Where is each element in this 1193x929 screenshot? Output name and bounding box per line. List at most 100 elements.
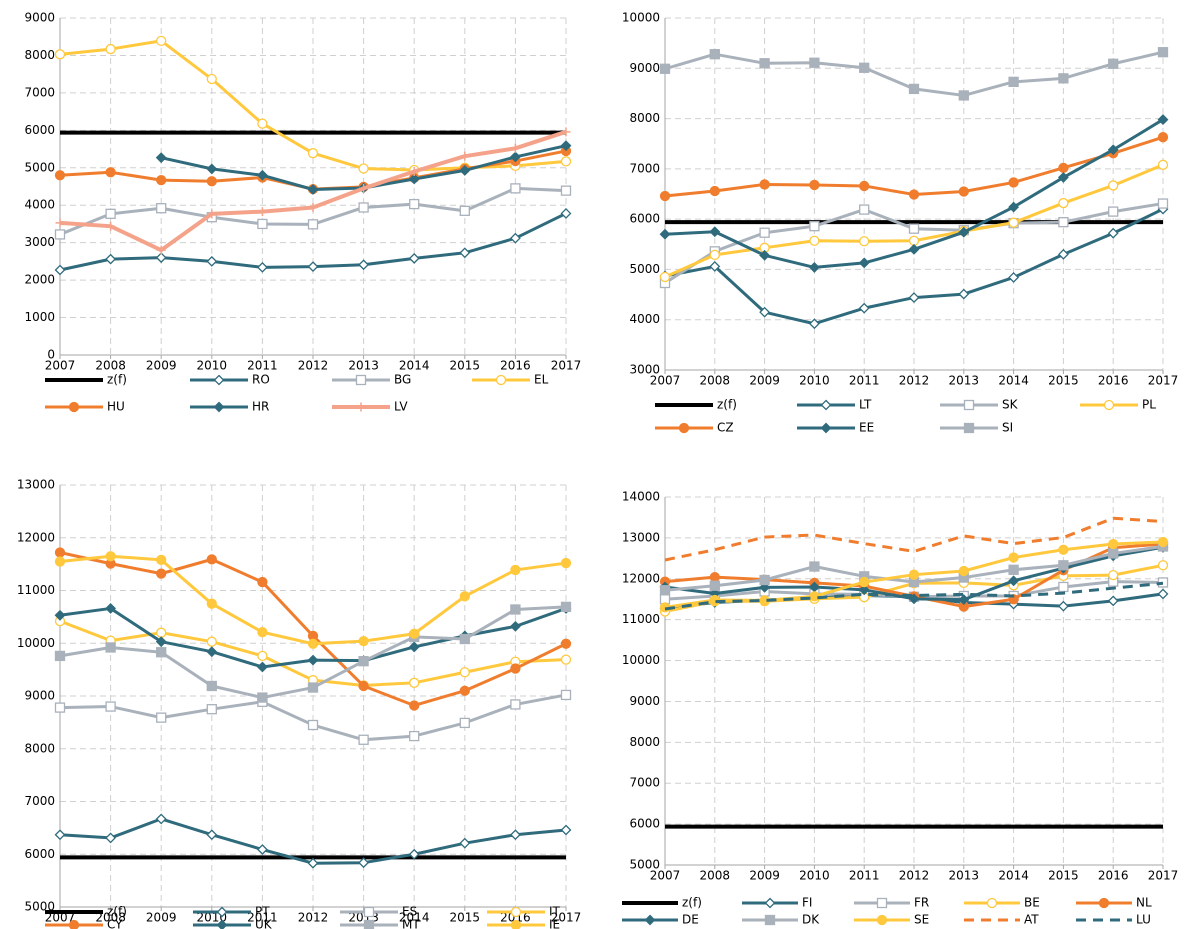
marker [206, 680, 217, 692]
marker [1008, 552, 1019, 563]
marker [958, 288, 970, 300]
legend-label: HR [252, 400, 269, 414]
marker [105, 603, 117, 614]
legend-label: DE [682, 913, 699, 927]
legend-label: z(f) [107, 905, 127, 919]
marker [155, 636, 167, 648]
y-tick-label: 12000 [622, 571, 660, 585]
marker [307, 682, 319, 693]
marker [1058, 197, 1069, 209]
marker [859, 62, 870, 73]
marker [809, 179, 820, 191]
y-tick-label: 11000 [622, 612, 660, 626]
marker [858, 257, 870, 269]
marker [510, 143, 520, 153]
y-tick-label: 8000 [629, 735, 660, 749]
marker [1008, 76, 1019, 88]
y-tick-label: 9000 [24, 689, 55, 703]
legend-label: LT [859, 398, 872, 412]
marker [764, 914, 776, 926]
marker [1008, 177, 1019, 188]
marker [1107, 144, 1119, 156]
marker [560, 689, 572, 701]
marker [105, 208, 116, 219]
legend-label: EE [859, 421, 874, 435]
x-tick-label: 2009 [146, 359, 177, 373]
y-tick-label: 7000 [629, 161, 660, 175]
marker [409, 198, 420, 210]
marker [206, 829, 218, 841]
x-tick-label: 2011 [849, 869, 880, 883]
legend-label: EL [534, 373, 549, 387]
marker [358, 680, 369, 692]
y-tick-label: 10000 [622, 11, 660, 25]
marker [986, 897, 998, 909]
x-tick-label: 2010 [799, 869, 830, 883]
marker [808, 261, 820, 273]
legend-label: HU [107, 400, 125, 414]
marker [659, 585, 671, 596]
marker [257, 207, 267, 217]
x-tick-label: 2015 [1048, 869, 1079, 883]
marker [709, 571, 720, 583]
marker [1157, 588, 1169, 600]
marker [759, 227, 770, 238]
x-tick-label: 2014 [998, 374, 1029, 388]
marker [156, 627, 167, 638]
panel: 5000 6000 7000 8000 9000 10000 11000 12000 13000… [622, 490, 1178, 927]
marker [355, 374, 367, 386]
marker [759, 179, 770, 190]
marker [156, 568, 167, 579]
x-tick-label: 2011 [247, 911, 278, 925]
y-tick-label: 10000 [622, 653, 660, 667]
marker [207, 209, 217, 219]
marker [759, 581, 771, 593]
marker [510, 906, 522, 918]
marker [459, 164, 471, 176]
y-tick-label: 6000 [629, 817, 660, 831]
marker [54, 170, 66, 181]
y-tick-label: 12000 [17, 530, 55, 544]
marker [908, 593, 920, 605]
y-tick-label: 7000 [24, 794, 55, 808]
marker [1008, 201, 1020, 213]
marker [257, 218, 268, 230]
legend-label: z(f) [717, 398, 737, 412]
marker [1107, 595, 1119, 607]
y-tick-label: 14000 [622, 490, 660, 504]
y-tick-label: 4000 [629, 312, 660, 326]
marker [68, 919, 80, 929]
marker [1108, 180, 1119, 191]
marker [958, 90, 969, 101]
y-tick-label: 10000 [17, 636, 55, 650]
y-tick-label: 5000 [629, 858, 660, 872]
marker [105, 43, 116, 55]
x-tick-label: 2016 [500, 911, 531, 925]
marker [678, 422, 690, 434]
marker [206, 176, 217, 187]
marker [54, 264, 66, 276]
x-tick-label: 2016 [500, 359, 531, 373]
x-tick-label: 2011 [849, 374, 880, 388]
marker [659, 63, 671, 74]
marker [307, 654, 319, 666]
y-tick-label: 9000 [24, 11, 55, 25]
marker [560, 140, 572, 152]
legend-label: MT [402, 918, 420, 929]
x-tick-label: 2013 [949, 374, 980, 388]
marker [459, 717, 470, 729]
marker [206, 598, 217, 609]
marker [1057, 171, 1069, 183]
marker [54, 609, 66, 621]
marker [808, 318, 820, 330]
marker [908, 569, 920, 580]
marker [459, 205, 470, 216]
legend-label: PT [255, 905, 270, 919]
marker [206, 73, 217, 85]
marker [876, 914, 888, 926]
marker [105, 642, 116, 653]
marker [408, 173, 420, 185]
marker [958, 226, 970, 238]
marker [156, 174, 167, 186]
marker [408, 252, 420, 264]
